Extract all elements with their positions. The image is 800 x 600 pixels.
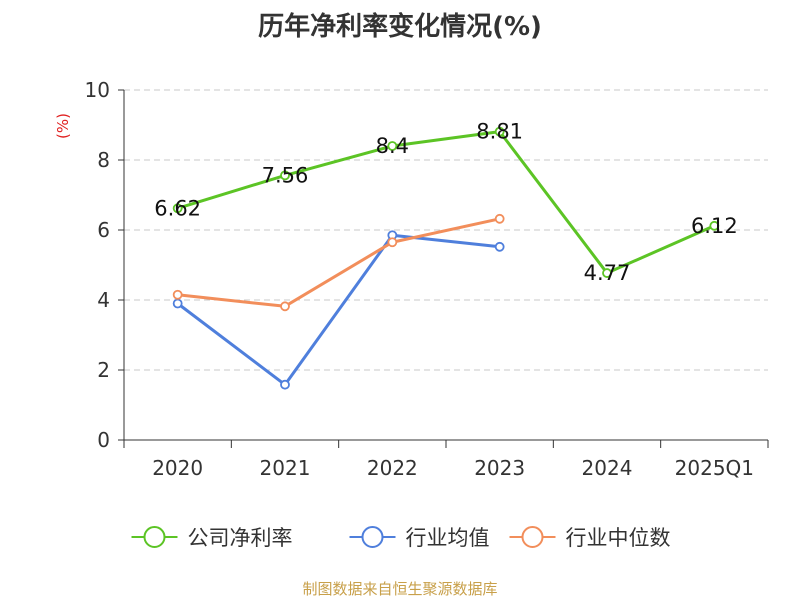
- legend-marker: [361, 526, 384, 548]
- legend-marker: [143, 526, 166, 548]
- data-point: [172, 298, 183, 309]
- data-point: [280, 379, 290, 390]
- data-point: [494, 213, 505, 224]
- series-line: [177, 130, 715, 275]
- data-point: [280, 170, 290, 181]
- data-point: [709, 220, 720, 231]
- series-line: [177, 217, 500, 308]
- legend-marker: [521, 526, 544, 548]
- x-tick-label: 2020: [152, 456, 203, 480]
- data-label: 7.56: [262, 163, 309, 187]
- x-tick-label: 2023: [474, 456, 525, 480]
- legend-label: 行业均值: [406, 526, 490, 550]
- series-line: [176, 233, 500, 387]
- data-label: 8.81: [476, 120, 523, 144]
- x-tick-label: 2021: [260, 456, 311, 480]
- data-point: [387, 237, 398, 248]
- data-point: [387, 141, 398, 151]
- y-axis-label: (%): [54, 113, 72, 139]
- data-point: [494, 241, 505, 252]
- data-labels: 6.62 7.56 8.4 8.81 4.77 6.12: [154, 120, 737, 285]
- data-point: [280, 301, 290, 312]
- axes: 0 2 4 6 8 10 2020 2021 2022 2023 2024 2025Q1 (%): [54, 78, 769, 480]
- x-tick-label: 2022: [367, 456, 418, 480]
- legend-label: 公司净利率: [188, 526, 293, 550]
- legend: 公司净利率 行业均值 行业中位数: [131, 526, 671, 550]
- y-tick-label: 6: [97, 218, 110, 242]
- data-label: 4.77: [584, 261, 631, 285]
- series-layer: [172, 126, 720, 390]
- data-label: 8.4: [376, 134, 409, 158]
- data-label: 6.12: [691, 214, 738, 238]
- y-tick-label: 8: [97, 148, 110, 172]
- data-point: [602, 268, 612, 278]
- legend-label: 行业中位数: [566, 526, 671, 550]
- data-point: [172, 203, 183, 214]
- y-tick-label: 4: [97, 288, 110, 312]
- x-tick-label: 2024: [582, 456, 633, 480]
- y-tick-label: 0: [97, 428, 110, 452]
- data-label: 6.62: [154, 196, 201, 220]
- y-tick-label: 10: [85, 78, 110, 102]
- y-tick-label: 2: [97, 358, 110, 382]
- x-tick-label: 2025Q1: [675, 456, 754, 480]
- chart-title: 历年净利率变化情况(%): [258, 12, 542, 42]
- data-point: [494, 126, 505, 137]
- data-point: [172, 289, 183, 300]
- source-note: 制图数据来自恒生聚源数据库: [302, 580, 498, 598]
